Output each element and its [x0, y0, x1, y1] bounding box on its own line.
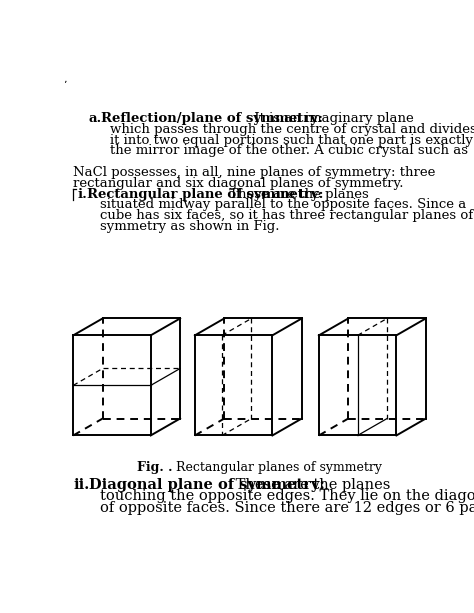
Text: Diagonal plane of symmetry:: Diagonal plane of symmetry:: [89, 478, 325, 492]
Text: i.: i.: [78, 188, 88, 200]
Text: of opposite faces. Since there are 12 edges or 6 pairs: of opposite faces. Since there are 12 ed…: [100, 501, 474, 515]
Text: it into two equal portions such that one part is exactly: it into two equal portions such that one…: [109, 134, 473, 147]
Text: symmetry as shown in Fig.: symmetry as shown in Fig.: [100, 220, 279, 233]
Text: These are the planes: These are the planes: [225, 188, 369, 200]
Text: rectangular and six diagonal planes of symmetry.: rectangular and six diagonal planes of s…: [73, 177, 404, 190]
Text: Rectangular planes of symmetry: Rectangular planes of symmetry: [160, 461, 382, 474]
Text: a.: a.: [89, 112, 102, 125]
Text: Fig. .: Fig. .: [137, 461, 172, 474]
Text: cube has six faces, so it has three rectangular planes of: cube has six faces, so it has three rect…: [100, 209, 473, 222]
Text: the mirror image of the other. A cubic crystal such as: the mirror image of the other. A cubic c…: [109, 145, 468, 158]
Text: These are the planes: These are the planes: [230, 478, 390, 492]
Text: touching the opposite edges. They lie on the diagonal: touching the opposite edges. They lie on…: [100, 489, 474, 503]
Text: It is an imaginary plane: It is an imaginary plane: [250, 112, 414, 125]
Text: NaCl possesses, in all, nine planes of symmetry: three: NaCl possesses, in all, nine planes of s…: [73, 166, 436, 179]
Text: ii.: ii.: [73, 478, 90, 492]
Text: Reflection/plane of symmetry:: Reflection/plane of symmetry:: [101, 112, 323, 125]
Text: ʼ: ʼ: [63, 80, 67, 89]
Text: which passes through the centre of crystal and divides: which passes through the centre of cryst…: [109, 123, 474, 136]
Text: situated midway parallel to the opposite faces. Since a: situated midway parallel to the opposite…: [100, 198, 466, 211]
Text: Rectangular plane of symmetry:: Rectangular plane of symmetry:: [87, 188, 324, 200]
